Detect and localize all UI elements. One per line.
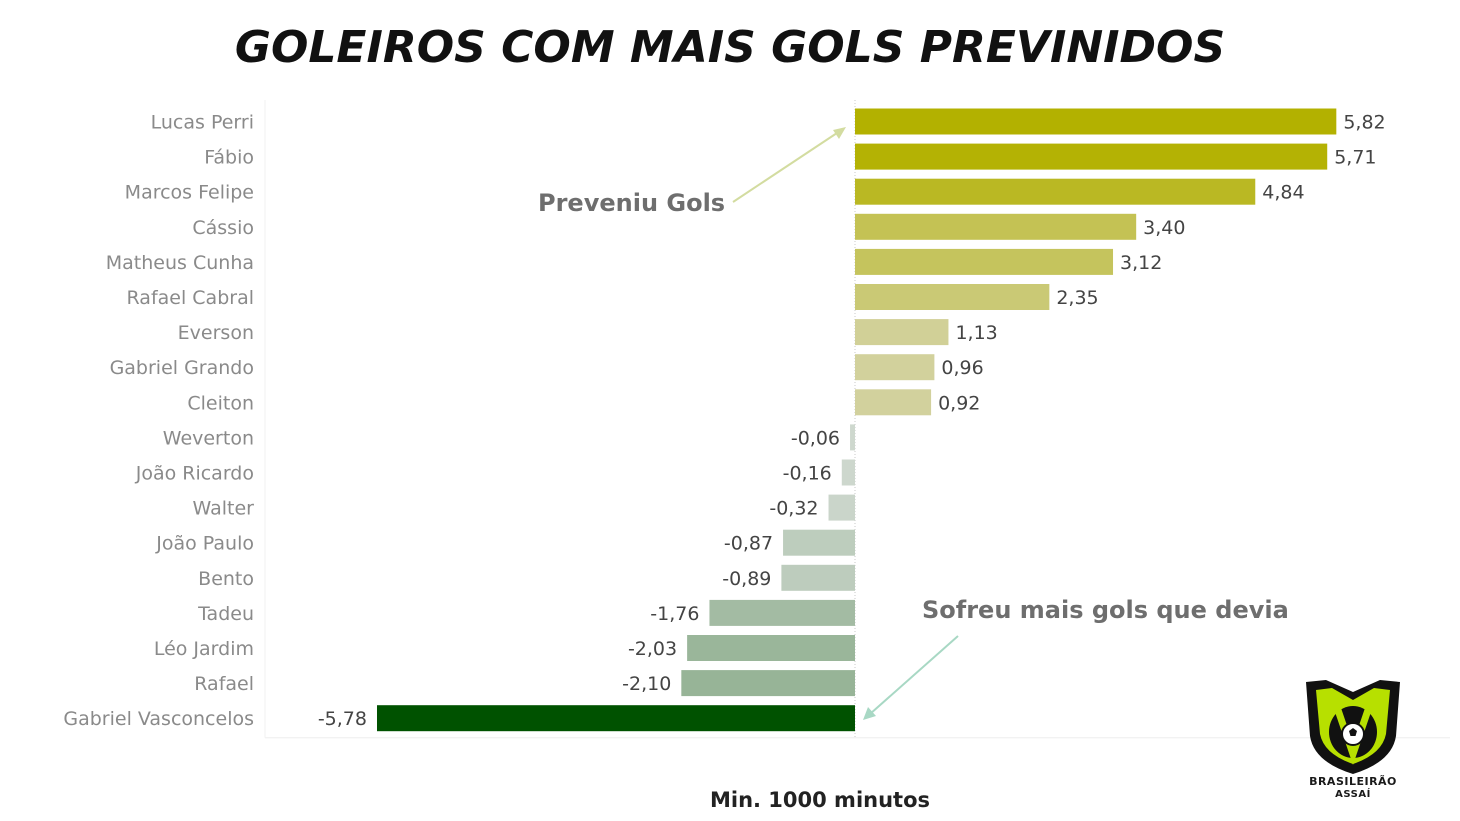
logo-sub: ASSAÍ <box>1335 789 1371 800</box>
bar <box>855 284 1050 310</box>
category-label: Rafael Cabral <box>127 287 254 309</box>
bar <box>828 494 855 521</box>
category-label: Rafael <box>194 673 254 695</box>
value-label: 5,71 <box>1334 147 1376 169</box>
value-label: 1,13 <box>955 322 997 344</box>
bar <box>855 354 935 381</box>
bar <box>841 459 855 486</box>
arrowhead-positive <box>833 127 846 139</box>
value-label: 0,96 <box>941 357 983 379</box>
category-label: Matheus Cunha <box>106 252 254 274</box>
value-label: -5,78 <box>318 708 367 730</box>
value-label: 3,40 <box>1143 217 1185 239</box>
value-label: -2,03 <box>628 638 677 660</box>
value-label: 0,92 <box>938 392 980 414</box>
category-label: Weverton <box>163 427 254 449</box>
bar <box>681 670 855 697</box>
category-label: Cássio <box>192 217 254 239</box>
bar <box>855 319 949 346</box>
category-label: Cleiton <box>187 392 254 414</box>
category-label: João Paulo <box>155 533 254 555</box>
annotation-sofreu-mais-gols: Sofreu mais gols que devia <box>922 596 1289 624</box>
category-label: Everson <box>178 322 254 344</box>
value-label: -0,87 <box>724 533 773 555</box>
category-label: Fábio <box>204 147 254 169</box>
value-label: -0,16 <box>783 463 832 485</box>
bar <box>855 248 1114 275</box>
value-label: 2,35 <box>1056 287 1098 309</box>
category-label: Tadeu <box>197 603 254 625</box>
bar <box>709 599 855 626</box>
bar <box>687 635 855 661</box>
category-label: Walter <box>193 498 255 520</box>
brasileirao-logo: BRASILEIRÃO ASSAÍ <box>1296 676 1410 806</box>
value-label: 5,82 <box>1343 112 1385 134</box>
category-label: Gabriel Vasconcelos <box>63 708 254 730</box>
value-label: -2,10 <box>622 673 671 695</box>
chart-title: GOLEIROS COM MAIS GOLS PREVINIDOS <box>234 22 1226 73</box>
value-label: -0,06 <box>791 427 840 449</box>
value-label: -0,32 <box>769 498 818 520</box>
bar <box>376 705 855 732</box>
value-label: 4,84 <box>1262 182 1304 204</box>
category-label: Gabriel Grando <box>110 357 254 379</box>
category-label: Marcos Felipe <box>125 182 254 204</box>
annotation-arrow-negative <box>869 635 959 715</box>
value-label: 3,12 <box>1120 252 1162 274</box>
bar <box>855 178 1256 205</box>
category-label: Lucas Perri <box>151 112 254 134</box>
value-label: -1,76 <box>650 603 699 625</box>
bar <box>781 564 855 591</box>
bar <box>855 108 1337 135</box>
bar <box>850 424 855 451</box>
bar <box>855 143 1328 170</box>
bar <box>855 213 1137 240</box>
brasileirao-shield-icon <box>1306 680 1400 774</box>
chart-footer-note: Min. 1000 minutos <box>709 788 931 812</box>
category-label: Bento <box>198 568 254 590</box>
bar <box>855 389 932 416</box>
category-label: João Ricardo <box>135 463 254 485</box>
category-label: Léo Jardim <box>154 638 254 660</box>
annotation-arrow-positive <box>732 130 841 203</box>
arrowhead-negative <box>863 707 876 720</box>
logo-name: BRASILEIRÃO <box>1309 775 1397 788</box>
bar <box>783 529 855 556</box>
annotation-preveniu-gols: Preveniu Gols <box>538 189 725 217</box>
value-label: -0,89 <box>722 568 771 590</box>
